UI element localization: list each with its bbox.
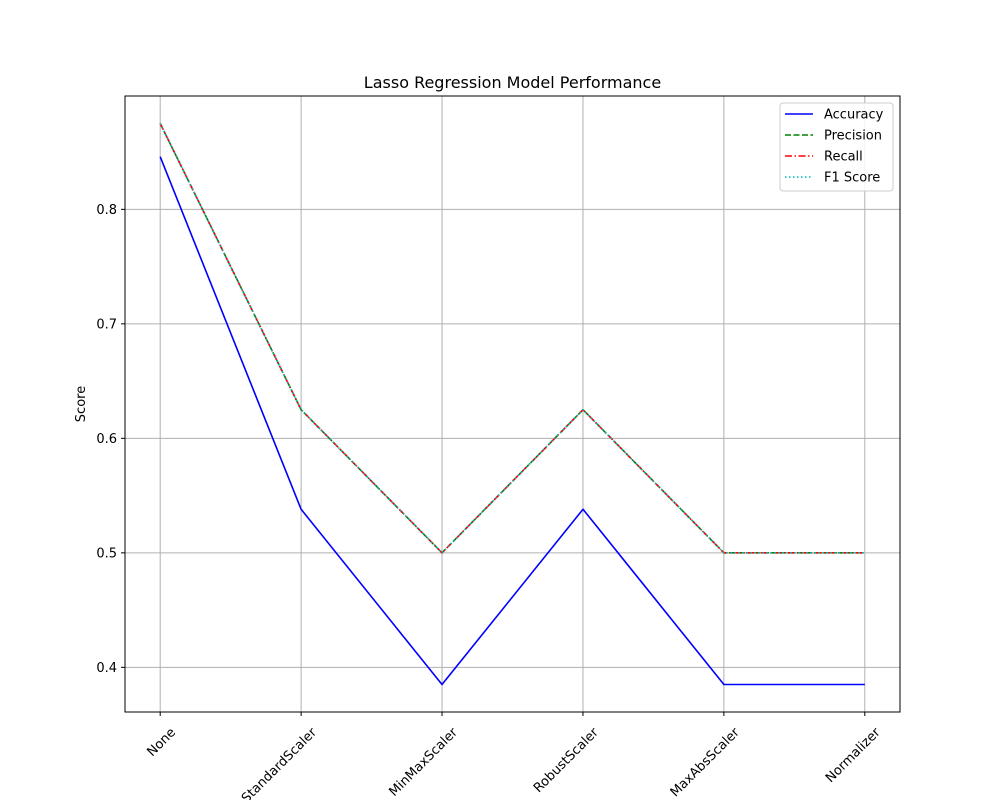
legend: Accuracy Precision Recall F1 Score [779,102,894,192]
y-tick-label: 0.4 [96,661,117,676]
x-tick-label: Normalizer [823,725,884,786]
legend-label: F1 Score [824,171,880,186]
x-tick-label: MaxAbsScaler [668,725,743,800]
legend-label: Accuracy [824,108,884,123]
chart-title: Lasso Regression Model Performance [364,73,661,92]
legend-label: Precision [824,129,882,144]
series-line-recall [159,123,865,554]
grid [125,96,900,712]
series-lines [159,123,865,686]
y-tick-label: 0.6 [96,432,117,447]
series-line-f1-score [159,123,865,554]
x-axis: None StandardScaler MinMaxScaler RobustScal… [144,712,884,800]
y-axis: 0.4 0.5 0.6 0.7 0.8 [96,203,125,676]
y-tick-label: 0.5 [96,546,117,561]
x-tick-label: MinMaxScaler [386,725,461,800]
legend-label: Recall [824,150,863,165]
legend-box [779,102,894,192]
y-axis-label: Score [74,386,89,422]
x-tick-label: None [144,725,179,760]
x-tick-label: RobustScaler [531,725,602,796]
y-tick-label: 0.8 [96,203,117,218]
x-tick-label: StandardScaler [239,725,320,800]
series-line-accuracy [159,156,865,686]
plot-area-frame [124,95,901,713]
y-tick-label: 0.7 [96,317,117,332]
